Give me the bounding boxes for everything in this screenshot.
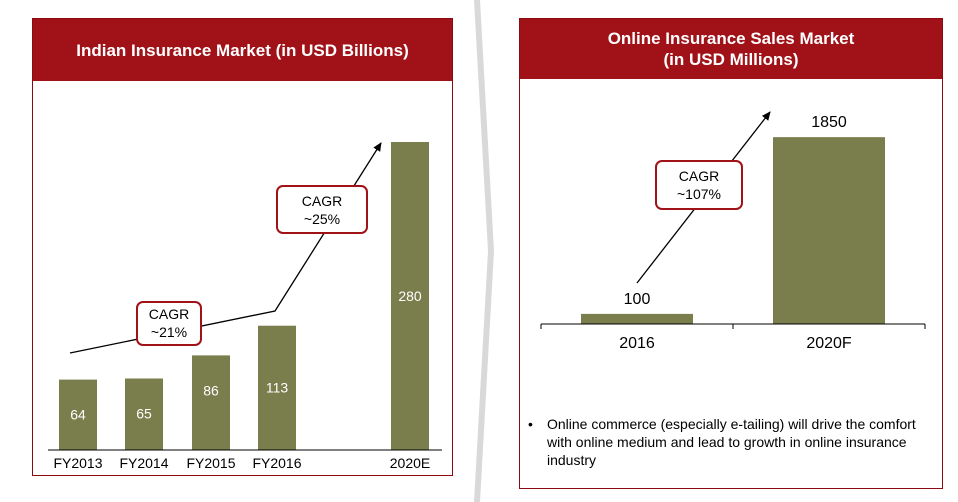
right-chart-title-bar: Online Insurance Sales Market (in USD Mi…: [520, 19, 942, 79]
left-cagr-callout-2-line2: ~25%: [304, 211, 340, 227]
left-bar-2020E: [391, 142, 429, 450]
right-x-tick-label-2020F: 2020F: [806, 335, 852, 352]
left-x-tick-label-FY2014: FY2014: [119, 455, 168, 471]
left-x-tick-label-2020E: 2020E: [390, 455, 430, 471]
left-bar-FY2014: [125, 378, 163, 450]
right-bar-value-label-2020F: 1850: [811, 114, 847, 131]
panel-divider-chevron: [474, 0, 494, 502]
left-x-tick-label-FY2016: FY2016: [252, 455, 301, 471]
right-cagr-callout-line1: CAGR: [679, 168, 719, 184]
left-chart-title-bar: Indian Insurance Market (in USD Billions…: [33, 19, 452, 81]
bullet-text: Online commerce (especially e-tailing) w…: [547, 416, 916, 468]
left-bar-FY2015: [192, 355, 230, 450]
right-bar-value-label-2016: 100: [624, 291, 651, 308]
left-x-tick-label-FY2015: FY2015: [186, 455, 235, 471]
left-bar-value-label-FY2016: 113: [266, 380, 289, 396]
left-cagr-callout-1: CAGR ~21%: [136, 301, 202, 346]
right-cagr-callout: CAGR ~107%: [655, 160, 743, 210]
left-bar-FY2013: [59, 379, 97, 450]
left-x-tick-label-FY2013: FY2013: [53, 455, 102, 471]
right-x-tick-label-2016: 2016: [619, 335, 655, 352]
left-cagr-callout-2-line1: CAGR: [302, 193, 342, 209]
right-cagr-callout-line2: ~107%: [677, 186, 721, 202]
right-chart-title-line2: (in USD Millions): [663, 50, 799, 69]
left-chart-panel: Indian Insurance Market (in USD Billions…: [32, 18, 453, 476]
bullet-marker: •: [528, 416, 533, 432]
left-bar-FY2016: [258, 325, 296, 450]
left-chart-title: Indian Insurance Market (in USD Billions…: [76, 40, 409, 60]
left-cagr-callout-1-line2: ~21%: [151, 324, 187, 340]
right-chart-title-line1: Online Insurance Sales Market: [607, 29, 855, 48]
left-bar-value-label-FY2015: 86: [203, 382, 219, 398]
right-bar-2016: [581, 313, 693, 324]
left-bar-value-label-2020E: 280: [398, 288, 422, 304]
left-bar-value-label-FY2013: 64: [70, 407, 86, 423]
right-bar-2020F: [773, 137, 885, 324]
left-cagr-callout-1-line1: CAGR: [149, 306, 189, 322]
left-chart: 64 65 86 113 280 FY2013 FY2014 FY2015 FY2016 202…: [48, 142, 442, 471]
left-cagr-callout-2: CAGR ~25%: [276, 185, 368, 234]
left-bar-value-label-FY2014: 65: [136, 406, 152, 422]
